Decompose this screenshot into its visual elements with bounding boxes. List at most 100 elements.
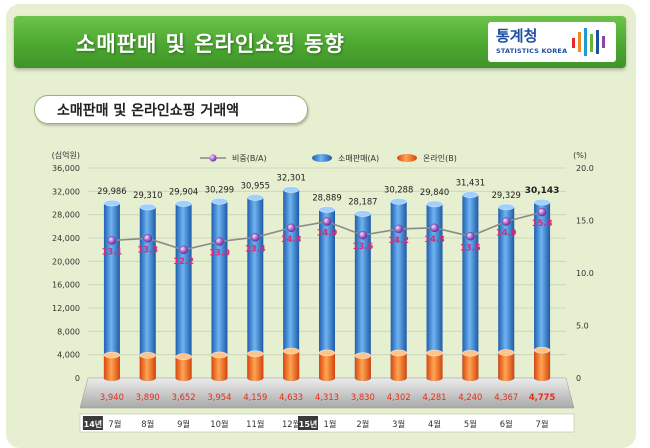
online-value-label: 3,830 [351, 392, 375, 402]
online-value-label: 4,302 [387, 392, 411, 402]
category-label: 11월 [246, 419, 264, 429]
retail-bar-top [390, 198, 407, 205]
online-value-label: 4,281 [423, 392, 447, 402]
online-bar [534, 350, 551, 378]
ratio-marker [537, 207, 547, 217]
online-value-label: 4,775 [529, 392, 556, 402]
online-bar-base [462, 375, 479, 381]
retail-bar-top [533, 198, 551, 206]
online-bar-base [211, 375, 228, 381]
retail-bar [390, 201, 407, 378]
label-layer: 29,986 29,310 29,904 30,299 30,955 32,301 28,8… [82, 173, 559, 430]
right-axis-tick-label: 10.0 [576, 269, 594, 278]
online-bar [426, 353, 443, 378]
ratio-marker [358, 230, 368, 240]
chart-subtitle-box: 소매판매 및 온라인쇼핑 거래액 [34, 95, 308, 124]
online-bar [462, 353, 479, 378]
online-bar [247, 353, 264, 378]
retail-bar-top [318, 206, 336, 213]
retail-bar-top [282, 186, 300, 193]
ratio-value-label: 13.5 [460, 242, 481, 252]
online-bar-top [354, 352, 372, 359]
ratio-value-label: 14.9 [496, 228, 517, 238]
online-bar-top [426, 349, 443, 357]
right-axis-tick-label: 15.0 [576, 217, 594, 226]
online-bar-base [139, 375, 156, 381]
online-bar-base [534, 375, 551, 381]
year-marker-box [298, 416, 318, 430]
retail-bar [498, 206, 515, 378]
legend-online-label: 온라인(B) [423, 153, 457, 163]
ratio-marker [286, 223, 296, 233]
logo-text-korean: 통계청 [496, 27, 538, 45]
category-strip [79, 413, 575, 433]
ratio-marker [430, 223, 439, 233]
ratio-value-label: 13.3 [137, 244, 158, 254]
left-axis-tick-label: 28,000 [52, 211, 80, 220]
category-label: 9월 [177, 419, 190, 429]
online-bar [283, 350, 300, 378]
legend: 비중(B/A) 소매판매(A) 온라인(B) [200, 153, 457, 163]
retail-value-label: 29,904 [169, 187, 198, 197]
online-value-label: 4,367 [494, 392, 518, 402]
year-marker-label: 15년 [299, 419, 318, 429]
legend-online-swatch [397, 154, 417, 162]
ratio-marker [179, 245, 188, 255]
retail-value-label: 30,299 [205, 184, 234, 194]
retail-bar [247, 197, 264, 378]
retail-value-label: 29,310 [133, 190, 162, 200]
online-value-label: 4,633 [279, 392, 303, 402]
online-bar [211, 354, 228, 378]
online-bar-base [283, 375, 300, 381]
retail-bar-top [247, 194, 264, 201]
retail-value-label: 30,288 [384, 184, 413, 194]
legend-ratio-marker [209, 154, 217, 162]
right-axis-tick-label: 0 [576, 374, 581, 383]
online-bar [175, 356, 192, 378]
right-axis-tick-label: 20.0 [576, 164, 594, 173]
logo-bars-icon [572, 28, 605, 56]
online-bar-top [175, 353, 192, 360]
retail-bar-top [139, 203, 156, 211]
online-bar [139, 355, 156, 378]
left-axis-tick-label: 20,000 [52, 257, 80, 266]
retail-value-label: 32,301 [276, 173, 305, 183]
category-label: 5월 [464, 419, 477, 429]
category-label: 4월 [428, 419, 441, 429]
online-bar-base [498, 375, 515, 381]
ratio-value-label: 14.9 [317, 228, 338, 238]
category-label: 1월 [323, 419, 336, 429]
online-value-label: 3,652 [172, 392, 196, 402]
online-value-label: 3,890 [136, 392, 160, 402]
retail-bar-top [426, 200, 443, 208]
retail-bar-top [498, 203, 515, 211]
retail-bar [426, 203, 443, 378]
retail-bar [462, 194, 479, 378]
ratio-value-label: 14.3 [424, 234, 445, 244]
online-bar-base [426, 375, 443, 381]
legend-retail-label: 소매판매(A) [338, 154, 379, 163]
retail-value-label: 31,431 [456, 178, 485, 188]
online-bar-base [247, 375, 264, 381]
left-axis-tick-label: 24,000 [52, 234, 80, 243]
left-axis-tick-label: 36,000 [52, 164, 80, 173]
retail-bar [534, 202, 551, 378]
retail-bar [319, 209, 335, 378]
category-label: 7월 [536, 419, 549, 429]
retail-value-label: 30,955 [241, 180, 270, 190]
online-bar-top [103, 351, 121, 359]
ratio-marker [322, 217, 332, 226]
retail-value-label: 29,329 [492, 190, 521, 200]
retail-value-label: 28,187 [348, 197, 377, 207]
ratio-line-layer [107, 207, 547, 255]
online-value-label: 3,940 [100, 392, 124, 402]
online-bar-top [318, 349, 336, 357]
online-bar [498, 352, 515, 378]
category-label: 3월 [392, 419, 405, 429]
floor-layer [79, 377, 575, 433]
right-axis-unit: (%) [573, 151, 587, 160]
retail-value-label: 29,840 [420, 187, 449, 197]
chart-subtitle: 소매판매 및 온라인쇼핑 거래액 [57, 103, 240, 119]
retail-value-label: 28,889 [312, 192, 341, 202]
left-axis-tick-label: 4,000 [57, 351, 80, 360]
